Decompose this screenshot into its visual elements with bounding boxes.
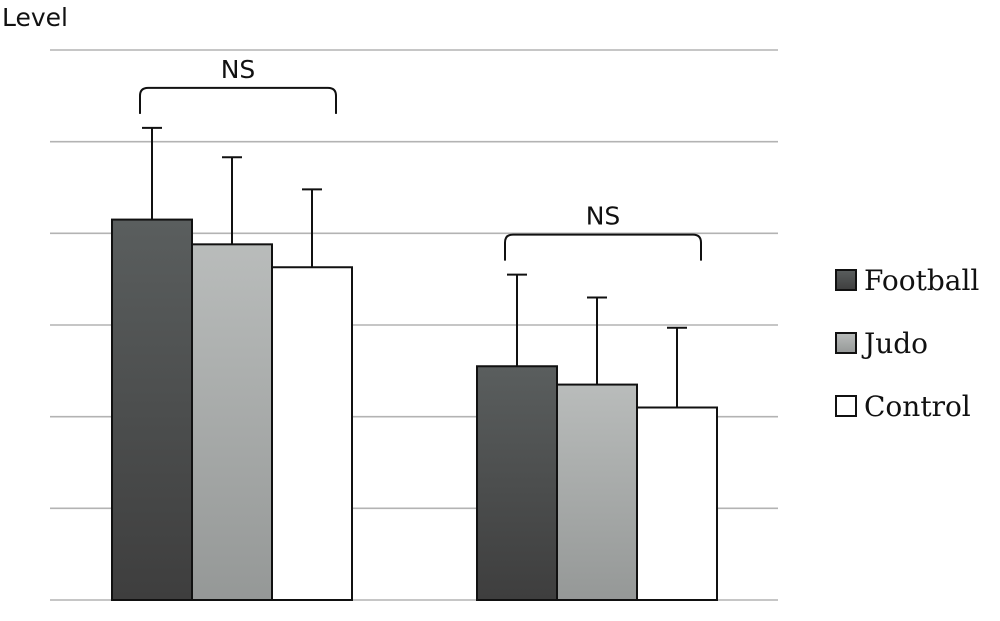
significance-annotations: NS NS [139,55,702,261]
legend-label: Judo [861,327,928,360]
bar-judo-1 [191,243,273,601]
legend-item-control: Control [835,390,971,423]
ns-bracket [139,86,337,114]
legend-swatch [835,269,857,291]
error-bar-judo-2 [587,296,607,385]
ns-annotation-2: NS [504,202,702,261]
error-bar-football-1 [142,126,162,220]
legend-label: Football [864,264,979,297]
ns-label: NS [221,55,256,84]
bar-control-1 [271,266,353,601]
bars [111,126,718,602]
error-bar-control-1 [302,188,322,268]
y-axis-label: Level [2,3,68,32]
bar-control-2 [636,406,718,601]
bar-judo-2 [556,383,638,602]
legend-swatch [835,395,857,417]
legend-item-judo: Judo [835,327,928,360]
error-bar-judo-1 [222,156,242,245]
legend-item-football: Football [835,264,979,297]
bar-football-2 [476,365,558,601]
ns-bracket [504,233,702,261]
ns-label: NS [586,202,621,231]
error-bar-control-2 [667,326,687,408]
bar-football-1 [111,218,193,601]
error-bar-football-2 [507,273,527,367]
legend: Football Judo Control [835,264,979,423]
legend-swatch [835,332,857,354]
ns-annotation-1: NS [139,55,337,114]
legend-label: Control [864,390,971,423]
